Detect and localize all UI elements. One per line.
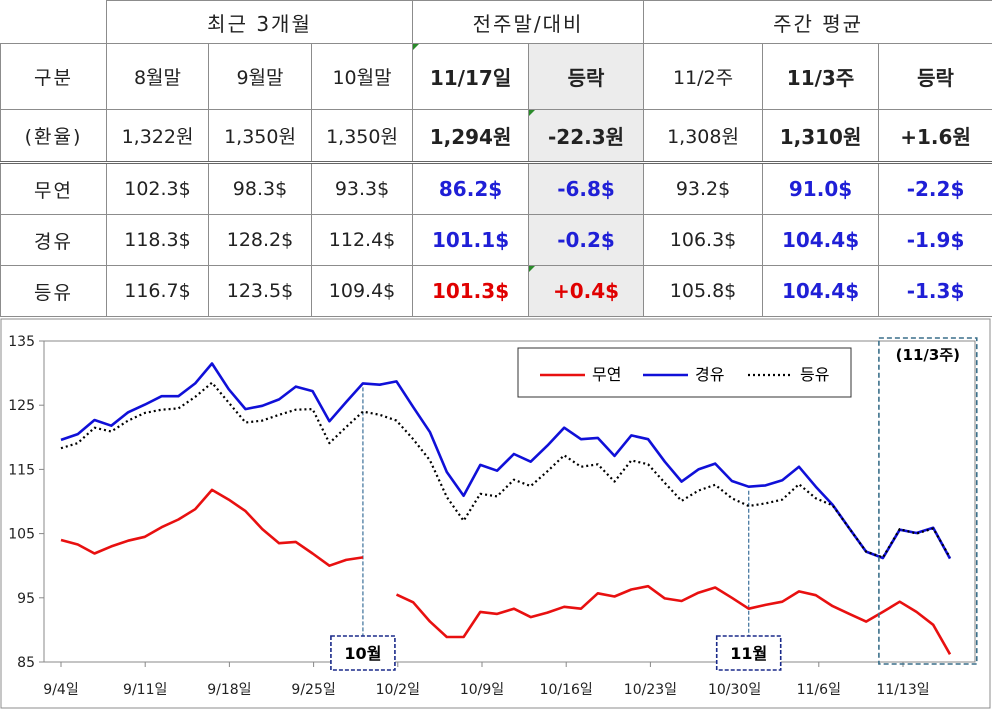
legend-box <box>517 347 852 398</box>
table-cell: 123.5$ <box>208 265 312 317</box>
table-cell: 116.7$ <box>106 265 209 317</box>
col-header: 11/3주 <box>762 43 880 110</box>
y-tick-label: 105 <box>8 527 35 543</box>
axes: 85 95 105 115 125 135 9/4일 9/11일 9/18일 9/25일 10/2일… <box>8 334 976 698</box>
month-label: 10월 <box>344 644 381 663</box>
col-header: 10월말 <box>310 43 414 110</box>
group-weekavg: 주간 평균 <box>643 0 992 44</box>
plot-area <box>43 340 976 663</box>
table-cell: -2.2$ <box>878 162 992 215</box>
table-cell: 109.4$ <box>310 265 414 317</box>
table-cell: -6.8$ <box>528 162 645 215</box>
col-header: 9월말 <box>208 43 312 110</box>
table-cell: 86.2$ <box>412 162 530 215</box>
table-cell: 1,322원 <box>106 109 209 164</box>
col-header: 11/17일 <box>412 43 530 110</box>
table-cell: 112.4$ <box>310 214 414 266</box>
row-label: 등유 <box>0 265 107 317</box>
col-header: 등락 <box>528 43 645 110</box>
table-cell: 1,294원 <box>412 109 530 164</box>
x-tick-label: 9/11일 <box>123 682 167 698</box>
row-label-header: 구분 <box>0 43 107 110</box>
series-line-diesel <box>60 362 952 560</box>
table-cell: 93.3$ <box>310 162 414 215</box>
table-cell: 1,350원 <box>310 109 414 164</box>
col-header: 11/2주 <box>643 43 764 110</box>
table-cell: -1.9$ <box>878 214 992 266</box>
row-label: 경유 <box>0 214 107 266</box>
table-cell: 1,308원 <box>643 109 764 164</box>
annotations: 10월 11월 (11/3주) <box>330 337 978 671</box>
group-recent: 최근 3개월 <box>105 0 414 44</box>
table-cell: +0.4$ <box>528 265 645 317</box>
summary-table: 최근 3개월 전주말/대비 주간 평균 구분 8월말 9월말 10월말 11/1… <box>0 0 992 317</box>
table-cell: 101.1$ <box>412 214 530 266</box>
x-tick-label: 10/23일 <box>624 682 677 698</box>
series-lines <box>60 362 952 655</box>
week-highlight-label: (11/3주) <box>896 346 960 364</box>
x-tick-label: 11/6일 <box>797 682 841 698</box>
table-cell: 101.3$ <box>412 265 530 317</box>
month-guides <box>362 387 750 636</box>
y-tick-label: 135 <box>8 334 35 350</box>
table-cell: 106.3$ <box>643 214 764 266</box>
chart-legend: 무연 경유 등유 <box>517 347 852 398</box>
y-tick-label: 125 <box>8 398 35 414</box>
table-cell: 93.2$ <box>643 162 764 215</box>
row-label: (환율) <box>0 109 107 164</box>
group-prevweek: 전주말/대비 <box>412 0 645 44</box>
corner-cell <box>0 0 107 44</box>
month-label-box <box>715 635 782 671</box>
table-cell: 1,310원 <box>762 109 880 164</box>
month-label: 11월 <box>730 644 767 663</box>
price-line-chart: 85 95 105 115 125 135 9/4일 9/11일 9/18일 9/25일 10/2일… <box>0 318 991 709</box>
legend-label: 무연 <box>592 365 621 384</box>
legend-label: 등유 <box>800 365 829 384</box>
legend-label: 경유 <box>695 365 724 384</box>
row-label: 무연 <box>0 162 107 215</box>
x-tick-label: 10/9일 <box>460 682 504 698</box>
x-tick-label: 9/25일 <box>291 682 335 698</box>
table-cell: -0.2$ <box>528 214 645 266</box>
table-cell: 102.3$ <box>106 162 209 215</box>
y-tick-label: 85 <box>17 655 35 671</box>
table-cell: 104.4$ <box>762 214 880 266</box>
y-tick-label: 95 <box>17 591 35 607</box>
x-tick-label: 9/18일 <box>207 682 251 698</box>
x-tick-label: 10/16일 <box>540 682 593 698</box>
table-cell: -1.3$ <box>878 265 992 317</box>
table-cell: 98.3$ <box>208 162 312 215</box>
col-header: 8월말 <box>106 43 209 110</box>
table-cell: +1.6원 <box>878 109 992 164</box>
table-cell: 105.8$ <box>643 265 764 317</box>
week-highlight-box <box>878 337 978 665</box>
x-tick-label: 9/4일 <box>43 682 78 698</box>
x-tick-label: 10/30일 <box>708 682 761 698</box>
month-label-box <box>330 635 396 671</box>
table-cell: 104.4$ <box>762 265 880 317</box>
col-header: 등락 <box>878 43 992 110</box>
table-cell: 128.2$ <box>208 214 312 266</box>
table-cell: 91.0$ <box>762 162 880 215</box>
table-cell: 118.3$ <box>106 214 209 266</box>
series-line-gasoline <box>60 488 952 655</box>
table-cell: 1,350원 <box>208 109 312 164</box>
x-tick-label: 10/2일 <box>376 682 420 698</box>
y-tick-label: 115 <box>8 462 35 478</box>
table-cell: -22.3원 <box>528 109 645 164</box>
x-tick-label: 11/13일 <box>876 682 929 698</box>
